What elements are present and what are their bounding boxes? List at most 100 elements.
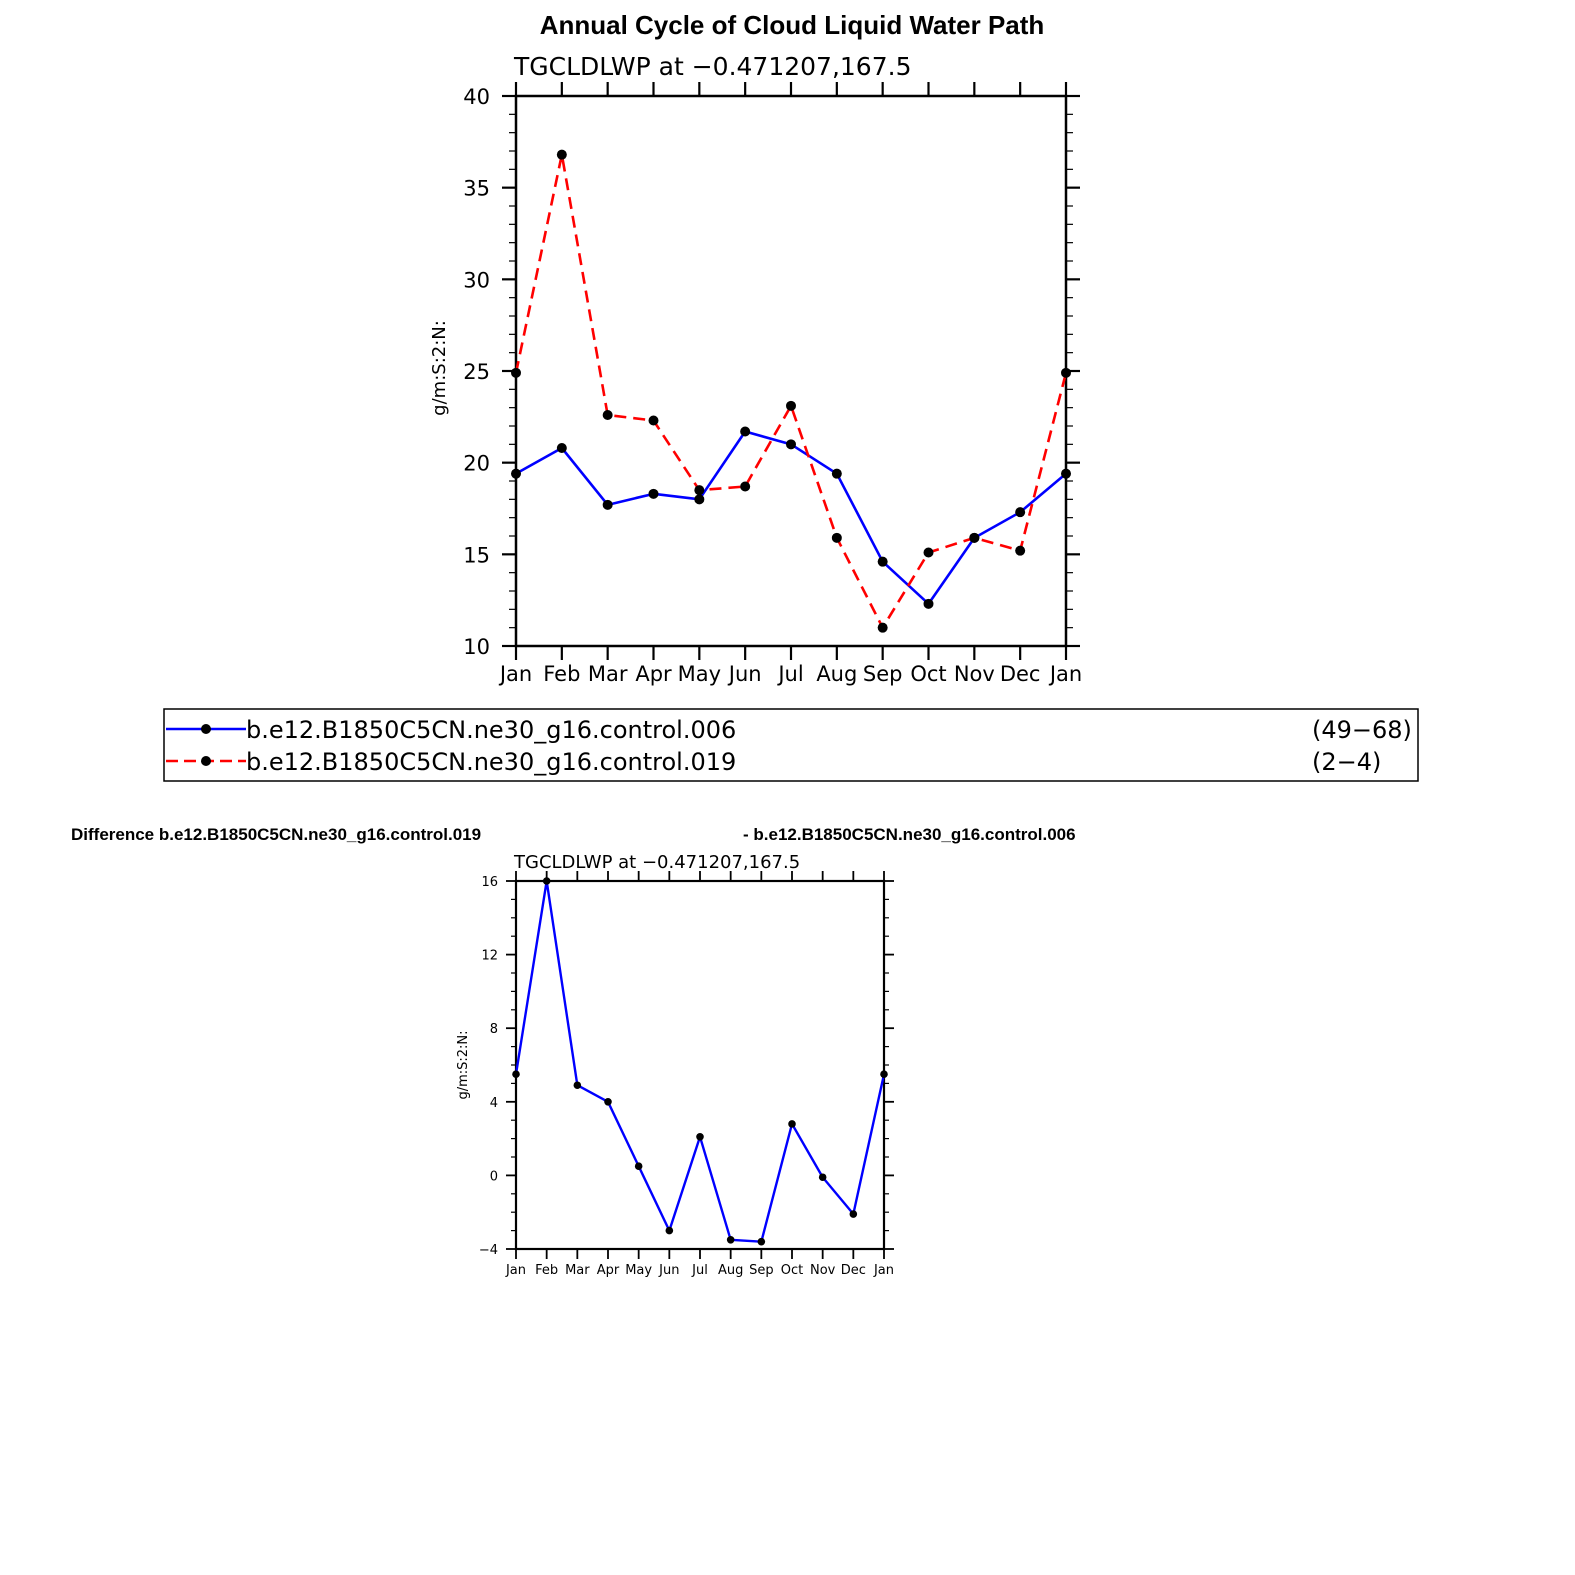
- chart2-xtick-label: Jan: [505, 1263, 526, 1278]
- chart1-ytick-label: 35: [463, 177, 490, 201]
- chart1-ytick-label: 20: [463, 452, 490, 476]
- chart1-xtick-label: Nov: [954, 662, 995, 686]
- chart2-xtick-label: Jun: [658, 1263, 679, 1278]
- chart2-xtick-label: Aug: [718, 1263, 743, 1278]
- chart1-series-0-point: [602, 499, 613, 510]
- chart2-xtick-label: Dec: [841, 1263, 866, 1278]
- chart1-xtick-label: May: [678, 662, 721, 686]
- chart1-xtick-label: Mar: [588, 662, 628, 686]
- chart1-series-0-point: [923, 598, 934, 609]
- chart1-xtick-label: Apr: [635, 662, 672, 686]
- legend: b.e12.B1850C5CN.ne30_g16.control.006 (49…: [163, 708, 1419, 782]
- chart2-ytick-label: 16: [481, 875, 498, 890]
- chart2-ytick-label: −4: [479, 1243, 498, 1258]
- legend-label-control-006: b.e12.B1850C5CN.ne30_g16.control.006: [246, 716, 736, 744]
- chart1-series-0-point: [831, 468, 842, 479]
- chart1-series-1-point: [877, 622, 888, 633]
- chart1-xtick-label: Jul: [776, 662, 803, 686]
- chart1-series-1-point: [923, 547, 934, 558]
- chart1-series-0-point: [556, 443, 567, 453]
- chart2-series-0-point: [880, 1070, 888, 1078]
- chart2-series-0-point: [604, 1098, 612, 1106]
- chart1-ytick-label: 30: [463, 268, 490, 292]
- diff-title-right: - b.e12.B1850C5CN.ne30_g16.control.006: [743, 825, 1076, 844]
- chart2-ytick-label: 0: [490, 1169, 498, 1184]
- chart1-series-1-point: [969, 532, 980, 543]
- chart2-ytick-label: 12: [481, 949, 498, 964]
- chart1-series-1-point: [740, 481, 751, 492]
- chart2-xtick-label: May: [625, 1263, 652, 1278]
- chart1-series-0-point: [511, 468, 521, 479]
- chart2-subtitle: TGCLDLWP at −0.471207,167.5: [513, 852, 800, 873]
- legend-years-control-006: (49−68): [1312, 716, 1412, 744]
- chart1-frame: [514, 94, 1068, 648]
- chart1-plot: Jan Feb Mar Apr May Jun Jul Aug Sep Oct Nov Dec Jan 1…: [463, 82, 1082, 686]
- chart2-ytick-label: 4: [490, 1096, 498, 1111]
- chart2-xtick-label: Sep: [749, 1263, 774, 1278]
- chart2-series-0-point: [757, 1237, 766, 1246]
- chart2-series-line-0: [514, 879, 886, 1243]
- chart2-xtick-label: Mar: [565, 1263, 590, 1278]
- chart1-xtick-label: Oct: [910, 662, 946, 686]
- chart1-series-1-point: [511, 367, 521, 378]
- diff-title-left: Difference b.e12.B1850C5CN.ne30_g16.cont…: [71, 825, 481, 844]
- chart1-xtick-label: Jan: [498, 662, 532, 686]
- chart1-xtick-label: Feb: [543, 662, 580, 686]
- chart1-series-0-point: [877, 556, 888, 567]
- chart1-series-line-1: [514, 153, 1068, 629]
- chart1-xtick-label: Jun: [727, 662, 762, 686]
- chart1-xtick-label: Dec: [1000, 662, 1041, 686]
- chart1-series-0-point: [1061, 468, 1071, 479]
- chart1-series-1-point: [786, 400, 796, 411]
- legend-box: [163, 708, 1419, 782]
- chart1-xtick-label: Jan: [1048, 662, 1082, 686]
- chart1-series-1-point: [1015, 545, 1026, 556]
- chart2-series-0-point: [634, 1162, 643, 1170]
- chart2-xtick-label: Jul: [691, 1263, 708, 1278]
- chart1-subtitle: TGCLDLWP at −0.471207,167.5: [513, 52, 911, 81]
- legend-years-control-019: (2−4): [1312, 748, 1381, 776]
- chart1-series-line-0: [515, 430, 1067, 606]
- chart2-xtick-label: Feb: [535, 1263, 558, 1278]
- chart1-series-0-point: [740, 426, 751, 437]
- chart2-series-0-point: [788, 1120, 796, 1128]
- chart1-ylabel: g/m:S:2:N:: [429, 320, 450, 416]
- chart2-xtick-label: Apr: [597, 1263, 620, 1278]
- chart1-series-1-point: [602, 410, 613, 420]
- legend-label-control-019: b.e12.B1850C5CN.ne30_g16.control.019: [246, 748, 736, 776]
- chart2-series-0-point: [696, 1132, 704, 1141]
- chart1-ytick-label: 25: [463, 360, 490, 384]
- chart1-xtick-label: Sep: [863, 662, 903, 686]
- chart2-series-0-point: [512, 1070, 520, 1078]
- chart2-xtick-label: Jan: [873, 1263, 894, 1278]
- chart1-ytick-label: 10: [463, 635, 490, 659]
- chart1-series-1-point: [694, 485, 705, 496]
- chart1-xtick-label: Aug: [816, 662, 857, 686]
- main-title: Annual Cycle of Cloud Liquid Water Path: [540, 10, 1045, 40]
- legend-marker-control-019: [201, 756, 211, 766]
- chart1-series-0-point: [694, 494, 705, 505]
- chart2-ytick-label: 8: [490, 1022, 498, 1037]
- chart2-frame: [514, 879, 886, 1251]
- chart1-series-1-point: [831, 532, 842, 543]
- chart2-xtick-label: Oct: [781, 1263, 803, 1278]
- chart2-series-0-point: [573, 1081, 582, 1090]
- chart2-series-0-point: [726, 1236, 735, 1244]
- chart2-xtick-label: Nov: [810, 1263, 836, 1278]
- legend-marker-control-006: [201, 724, 211, 734]
- chart2-ylabel: g/m:S:2:N:: [456, 1030, 471, 1099]
- chart2-plot: Jan Feb Mar Apr May Jun Jul Aug Sep Oct Nov Dec Jan−…: [479, 871, 894, 1278]
- chart1-ytick-label: 40: [463, 85, 490, 109]
- chart1-series-0-point: [1015, 507, 1026, 518]
- chart2-series-0-point: [818, 1173, 827, 1182]
- chart2-series-0-point: [542, 877, 551, 885]
- chart2-series-0-point: [665, 1226, 674, 1235]
- chart1-series-0-point: [648, 488, 659, 499]
- chart1-series-1-point: [556, 149, 567, 160]
- chart1-ytick-label: 15: [463, 543, 490, 567]
- chart2-series-0-point: [849, 1210, 858, 1218]
- chart1-series-1-point: [1061, 367, 1071, 378]
- chart1-series-1-point: [648, 415, 659, 426]
- chart1-series-0-point: [786, 439, 796, 450]
